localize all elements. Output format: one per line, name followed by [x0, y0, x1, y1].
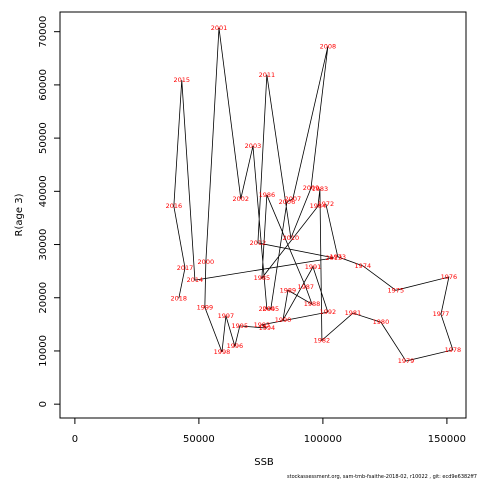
y-tick-label: 0: [38, 401, 49, 407]
year-label: 1984: [310, 202, 327, 210]
year-label: 1972: [318, 200, 335, 208]
year-label: 1978: [445, 346, 462, 354]
year-label: 2005: [263, 305, 280, 313]
y-tick-label: 20000: [38, 282, 49, 314]
year-label: 2012: [250, 239, 267, 247]
year-label: 1979: [398, 357, 415, 365]
year-label: 1982: [314, 336, 331, 344]
year-label: 2004: [259, 305, 276, 313]
year-label: 1998: [214, 348, 231, 356]
year-label: 2006: [279, 198, 296, 206]
year-label: 1973: [330, 253, 347, 261]
year-label: 1995: [232, 322, 249, 330]
x-tick-label: 100000: [304, 434, 342, 445]
year-label: 1977: [433, 310, 450, 318]
x-tick-label: 50000: [183, 434, 215, 445]
year-label: 2015: [174, 76, 191, 84]
year-label: 2000: [198, 258, 215, 266]
y-tick-label: 50000: [38, 122, 49, 154]
year-label: 1999: [197, 303, 214, 311]
year-label: 1990: [275, 316, 292, 324]
year-label: 2017: [177, 264, 194, 272]
year-label: 2014: [187, 276, 204, 284]
x-tick-label: 150000: [428, 434, 466, 445]
year-label: 1991: [305, 263, 322, 271]
footnote: stockassessment.org, sam-tmb-fsaithe-201…: [287, 474, 477, 480]
year-label: 1980: [373, 318, 390, 326]
year-label: 1983: [312, 185, 329, 193]
year-label: 1981: [345, 309, 362, 317]
year-label: 1992: [320, 308, 337, 316]
plot-frame: [59, 11, 467, 419]
year-label: 1976: [441, 273, 458, 281]
year-label: 2018: [171, 294, 188, 302]
year-label: 1975: [388, 286, 405, 294]
y-tick-label: 10000: [38, 335, 49, 367]
year-label: 2010: [283, 234, 300, 242]
year-label: 2016: [166, 202, 183, 210]
year-label: 1989: [280, 286, 297, 294]
year-label: 2011: [259, 71, 276, 79]
y-tick-label: 70000: [38, 16, 49, 48]
year-label: 2013: [326, 254, 343, 262]
trajectory-line: [173, 27, 454, 362]
year-label: 1974: [355, 262, 372, 270]
year-label: 2001: [211, 24, 228, 32]
year-label: 1987: [298, 283, 315, 291]
y-tick-label: 60000: [38, 69, 49, 101]
y-tick-label: 30000: [38, 229, 49, 261]
x-tick-label: 0: [72, 434, 78, 445]
year-label: 2007: [285, 195, 302, 203]
year-label: 1986: [259, 191, 276, 199]
x-axis-label: SSB: [254, 457, 274, 468]
year-label: 1997: [218, 312, 235, 320]
year-label: 1985: [254, 274, 271, 282]
year-label: 2008: [320, 43, 337, 51]
y-tick-label: 40000: [38, 175, 49, 207]
year-label: 1996: [227, 342, 244, 350]
year-label: 2009: [303, 184, 320, 192]
year-label: 1993: [254, 321, 271, 329]
year-label: 1994: [259, 324, 276, 332]
year-label: 2003: [245, 142, 262, 150]
year-label: 2002: [233, 195, 250, 203]
year-label: 1988: [304, 300, 321, 308]
y-axis-label: R(age 3): [14, 193, 25, 236]
